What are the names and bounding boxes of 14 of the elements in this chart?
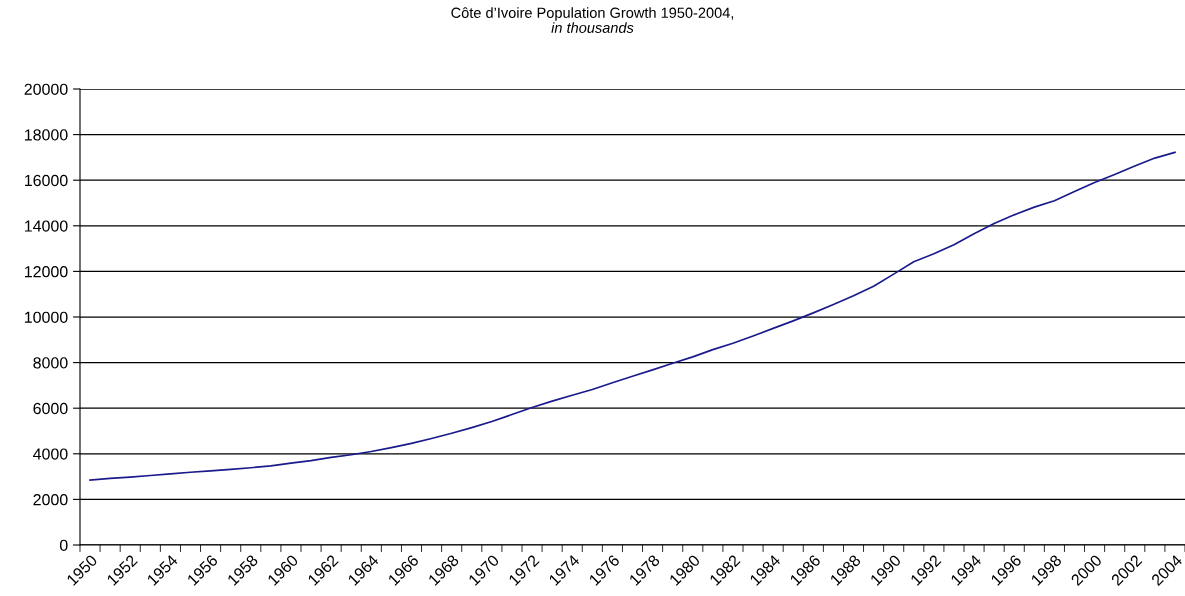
y-tick-label: 2000 [33, 494, 68, 506]
y-tick-label: 12000 [25, 266, 68, 278]
chart-subtitle: in thousands [551, 22, 634, 33]
y-tick-label: 20000 [24, 83, 68, 95]
y-tick-label: 0 [59, 539, 68, 551]
y-tick-label: 8000 [33, 357, 68, 369]
y-tick-label: 10000 [25, 311, 68, 323]
chart-title: Côte d’Ivoire Population Growth 1950-2004, [451, 7, 734, 21]
line-series [89, 151, 1176, 481]
y-tick-label: 18000 [25, 129, 68, 141]
y-tick-label: 4000 [33, 448, 68, 460]
y-tick-label: 16000 [25, 174, 68, 187]
y-tick-label: 14000 [25, 220, 68, 232]
y-tick-label: 6000 [33, 402, 68, 415]
